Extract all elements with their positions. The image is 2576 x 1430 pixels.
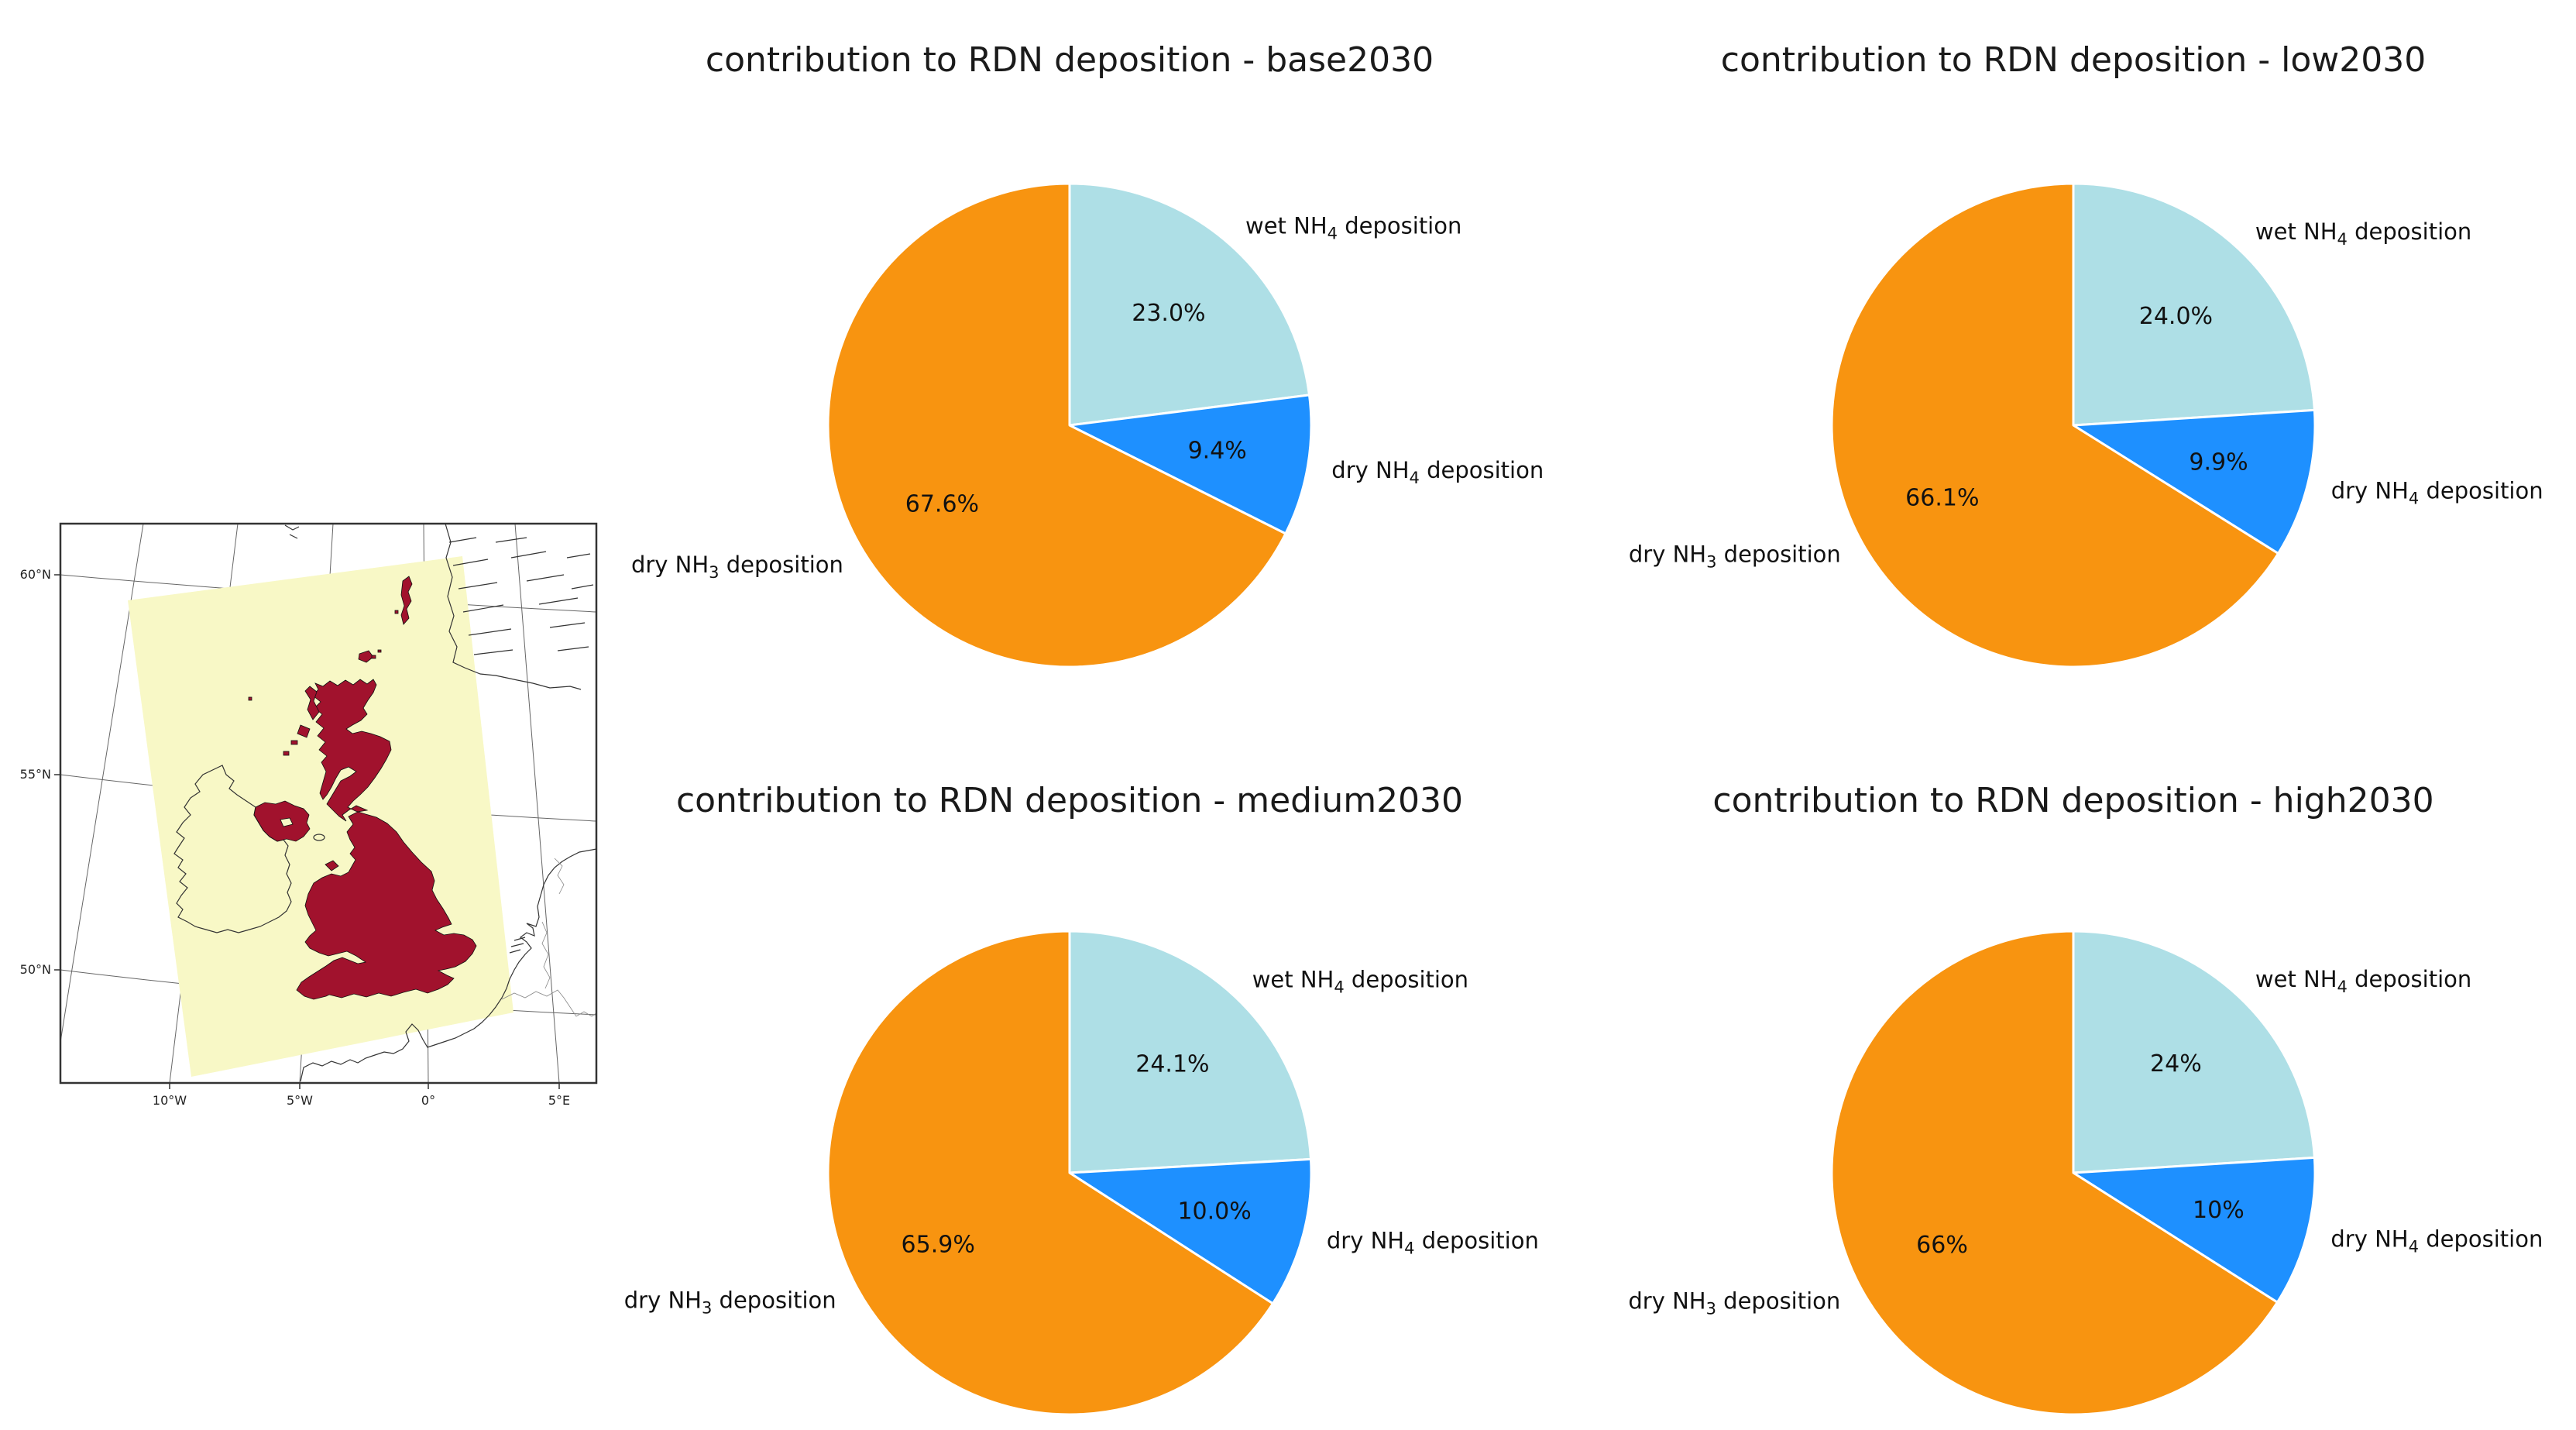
pie-2-label-dry-nh3-deposition: dry NH3 deposition (1629, 541, 1841, 571)
pie-3-label-wet-nh4-deposition: wet NH4 deposition (1252, 967, 1468, 997)
pie-1-pct-label-1: 23.0% (1132, 300, 1205, 327)
lon-label-10w: 10°W (153, 1093, 187, 1108)
map-frame (59, 522, 598, 1085)
pie-4-label-wet-nh4-deposition: wet NH4 deposition (2255, 966, 2471, 996)
pie-2-slice-dry-nh3-deposition (1830, 182, 2279, 669)
pie-title-low2030: contribution to RDN deposition - low2030 (1720, 40, 2427, 80)
pie-2-pct-label-3: 66.1% (1905, 485, 1979, 512)
pie-4-label-dry-nh4-deposition: dry NH4 deposition (2330, 1225, 2543, 1256)
pie-2-label-dry-nh4-deposition: dry NH4 deposition (2331, 477, 2543, 507)
pie-4-pct-label-2: 10% (2193, 1197, 2245, 1224)
pie-1-label-dry-nh3-deposition: dry NH3 deposition (631, 552, 843, 582)
pie-title-medium2030: contribution to RDN deposition - medium2… (675, 781, 1464, 820)
pie-3-pct-label-2: 10.0% (1177, 1198, 1251, 1225)
pie-3-label-dry-nh3-deposition: dry NH3 deposition (624, 1287, 836, 1317)
pie-chart-2: 24.0% wet NH4 deposition 9.9% dry NH4 depos… (1629, 182, 2543, 669)
pie-4-pct-label-1: 24% (2150, 1050, 2202, 1078)
pie-2-label-wet-nh4-deposition: wet NH4 deposition (2255, 218, 2471, 249)
pie-1-label-dry-nh4-deposition: dry NH4 deposition (1331, 457, 1544, 487)
pie-1-pct-label-2: 9.4% (1188, 438, 1247, 465)
pie-chart-3: 24.1% wet NH4 deposition 10.0% dry NH4 depo… (624, 930, 1539, 1416)
uk-domain-map: 60°N 55°N 50°N 10°W 5°W 0° 5°E (20, 522, 598, 1108)
pie-2-pct-label-2: 9.9% (2189, 449, 2248, 476)
lon-label-5e: 5°E (548, 1093, 570, 1108)
pie-1-slice-dry-nh4-deposition (1068, 394, 1313, 535)
pie-3-pct-label-3: 65.9% (902, 1232, 975, 1259)
model-domain-patch (128, 556, 513, 1077)
pie-3-label-dry-nh4-deposition: dry NH4 deposition (1327, 1227, 1539, 1257)
lon-label-5w: 5°W (287, 1093, 313, 1108)
lough-neagh (280, 817, 294, 827)
pie-3-slice-dry-nh3-deposition (826, 930, 1274, 1416)
pie-3-pct-label-1: 24.1% (1135, 1050, 1209, 1078)
pie-1-pct-label-3: 67.6% (905, 491, 979, 518)
pie-3-slice-dry-nh4-deposition (1068, 1157, 1313, 1305)
pie-title-base2030: contribution to RDN deposition - base203… (705, 40, 1434, 80)
pie-4-label-dry-nh3-deposition: dry NH3 deposition (1628, 1287, 1840, 1318)
pie-2-slice-dry-nh4-deposition (2072, 408, 2317, 555)
lat-label-55n: 55°N (20, 767, 51, 782)
pie-1-slice-dry-nh3-deposition (826, 182, 1287, 669)
map-country-borders (501, 858, 596, 1017)
lon-label-0: 0° (421, 1093, 435, 1108)
pie-4-pct-label-3: 66% (1916, 1232, 1968, 1259)
map-coastlines (173, 524, 596, 1082)
pie-2-slice-wet-nh4-deposition (2072, 182, 2316, 427)
pie-chart-1: 23.0% wet NH4 deposition 9.4% dry NH4 depos… (631, 182, 1544, 669)
pie-4-slice-dry-nh3-deposition (1830, 930, 2279, 1416)
pie-title-high2030: contribution to RDN deposition - high203… (1712, 781, 2434, 820)
pie-4-slice-wet-nh4-deposition (2072, 930, 2316, 1174)
pie-3-slice-wet-nh4-deposition (1068, 930, 1312, 1174)
pie-4-slice-dry-nh4-deposition (2072, 1156, 2317, 1304)
pie-chart-4: 24% wet NH4 deposition 10% dry NH4 depositi… (1628, 930, 2543, 1416)
pie-1-label-wet-nh4-deposition: wet NH4 deposition (1245, 213, 1461, 243)
lat-label-50n: 50°N (20, 962, 51, 977)
map-ticks (54, 574, 560, 1089)
pie-1-slice-wet-nh4-deposition (1068, 182, 1310, 427)
pie-2-pct-label-1: 24.0% (2139, 303, 2213, 330)
lat-label-60n: 60°N (20, 567, 51, 582)
